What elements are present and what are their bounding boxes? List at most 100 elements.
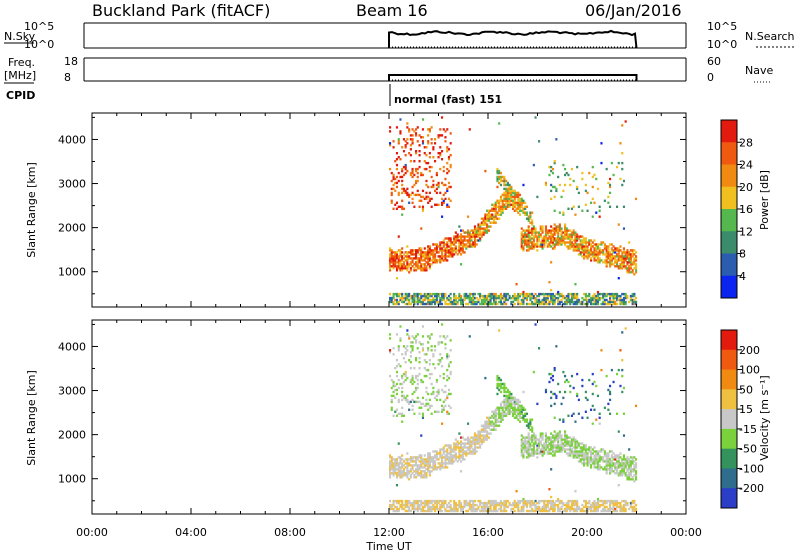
power-cell	[454, 241, 457, 244]
power-cell	[570, 167, 574, 171]
velocity-cell	[453, 456, 456, 459]
velocity-cell	[550, 376, 553, 380]
power-cell	[399, 298, 402, 302]
velocity-colorbar-label: Velocity [m s⁻¹]	[758, 375, 771, 460]
power-cell	[551, 239, 555, 242]
power-cell	[541, 239, 544, 242]
velocity-cell	[473, 446, 477, 449]
velocity-cell	[607, 499, 610, 503]
power-cell	[603, 292, 606, 296]
velocity-cell	[442, 450, 445, 453]
velocity-cell	[420, 503, 423, 507]
power-cell	[484, 229, 487, 232]
velocity-cell	[591, 462, 594, 465]
velocity-cell	[565, 452, 568, 455]
power-cell	[397, 261, 400, 264]
velocity-cell	[527, 501, 530, 505]
velocity-cell	[609, 507, 612, 511]
power-cell	[565, 171, 568, 175]
velocity-cell	[484, 434, 487, 437]
power-cell	[473, 229, 477, 232]
velocity-cell	[633, 474, 636, 477]
power-cell	[598, 298, 601, 302]
power-cell	[595, 245, 598, 248]
power-cell	[496, 171, 499, 175]
power-cell	[576, 185, 579, 189]
power-cell	[543, 241, 546, 244]
velocity-cell	[534, 434, 537, 437]
power-cell	[626, 271, 629, 274]
power-cell	[602, 296, 605, 300]
power-cell	[574, 300, 577, 304]
power-cell	[402, 265, 406, 268]
velocity-cell	[482, 509, 485, 513]
velocity-cell	[570, 505, 574, 509]
power-cell	[427, 257, 430, 260]
power-cell	[512, 199, 515, 202]
velocity-cell	[434, 456, 437, 459]
power-cell	[584, 249, 587, 252]
power-cell	[621, 253, 624, 256]
velocity-cell	[470, 505, 473, 509]
power-cell	[423, 298, 426, 302]
velocity-cell	[434, 460, 437, 463]
velocity-cell	[408, 505, 411, 509]
velocity-cell	[473, 442, 477, 445]
velocity-cell	[515, 503, 518, 507]
velocity-cell	[421, 505, 425, 509]
power-cell	[437, 181, 440, 185]
velocity-cell	[499, 404, 503, 408]
power-cell	[517, 197, 520, 201]
power-cell	[505, 187, 508, 191]
power-cell	[418, 199, 421, 202]
velocity-cell	[401, 507, 404, 511]
power-cell	[570, 245, 574, 248]
velocity-cell	[499, 406, 503, 409]
power-cell	[590, 239, 593, 242]
velocity-cell	[392, 347, 395, 350]
power-cell	[553, 209, 556, 212]
power-cell	[564, 237, 567, 240]
power-cell	[562, 241, 565, 244]
power-cell	[413, 160, 416, 163]
power-cell	[538, 231, 541, 234]
power-cell	[572, 296, 575, 300]
power-cell	[595, 302, 598, 306]
power-cell	[624, 259, 627, 262]
power-cell	[472, 302, 475, 306]
velocity-cell	[482, 438, 485, 441]
power-cell	[487, 300, 490, 304]
velocity-cell	[560, 442, 563, 445]
power-cell	[603, 302, 606, 306]
power-cell	[603, 199, 606, 202]
power-cell	[486, 298, 489, 302]
power-cell	[622, 227, 626, 230]
velocity-cell	[515, 490, 518, 493]
power-cell	[513, 201, 516, 204]
velocity-cell	[404, 396, 407, 400]
velocity-cell	[389, 470, 392, 473]
power-cell	[395, 261, 399, 264]
velocity-cell	[588, 378, 591, 382]
power-cell	[612, 298, 615, 302]
power-cell	[456, 233, 459, 236]
power-cell	[425, 167, 428, 171]
power-cell	[430, 253, 433, 256]
velocity-cell	[591, 458, 594, 461]
velocity-cell	[499, 501, 503, 505]
velocity-cell	[441, 410, 444, 413]
velocity-cell	[399, 412, 402, 415]
power-cell	[610, 247, 613, 250]
velocity-cell	[590, 452, 593, 455]
velocity-cell	[480, 434, 483, 437]
power-cell	[501, 209, 504, 212]
velocity-cell	[529, 448, 532, 451]
power-cell	[430, 294, 433, 298]
power-cell	[531, 247, 534, 250]
power-cell	[622, 255, 626, 258]
power-cell	[446, 205, 449, 208]
velocity-cell	[473, 432, 477, 435]
power-cell	[446, 255, 449, 258]
velocity-cell	[487, 418, 490, 421]
power-cell	[591, 215, 594, 218]
